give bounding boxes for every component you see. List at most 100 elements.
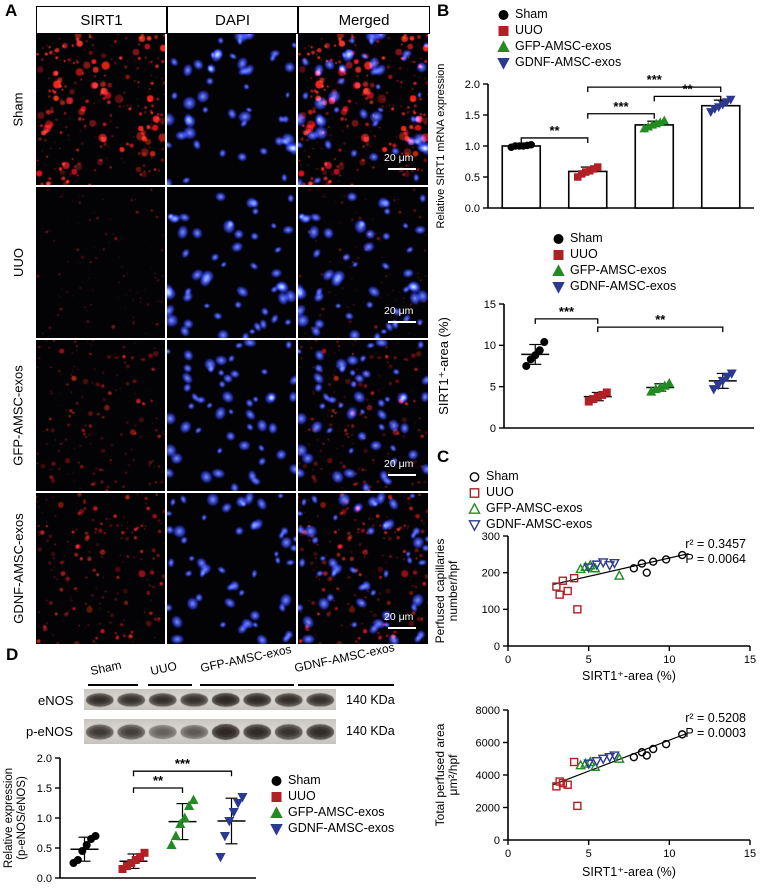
x-tick-label: 5: [586, 848, 592, 860]
row-label-text: GFP-AMSC-exos: [10, 365, 26, 466]
significance-label: **: [549, 123, 560, 138]
row-label-sham: Sham: [4, 34, 32, 185]
regression-line: [553, 553, 689, 585]
data-point-gdnf-amsc-exos: [604, 752, 616, 763]
bar-sham: [501, 145, 542, 209]
legend-panel-b-area: Sham UUO GFP-AMSC-exos GDNF-AMSC-exos: [552, 230, 676, 294]
data-point: [522, 362, 531, 370]
y-axis-label: number/hpf: [446, 560, 460, 621]
annotation: r² = 0.3457: [685, 537, 746, 551]
y-tick-label: 0.5: [465, 172, 480, 184]
western-blot-p-enos: [84, 719, 336, 744]
data-point-gfp-amsc-exos: [613, 569, 625, 580]
x-tick-label: 0: [505, 654, 511, 666]
square-icon: [469, 487, 480, 498]
square-icon: [553, 249, 564, 260]
triangle-down-legend-marker: [468, 519, 481, 532]
data-point-sham: [678, 550, 687, 560]
scale-bar: [388, 321, 416, 323]
lane-label-gdnf-amsc-exos: GDNF-AMSC-exos: [293, 640, 396, 675]
annotation: P = 0.0003: [685, 726, 746, 740]
lane-label-uuo: UUO: [149, 658, 179, 678]
x-tick-label: 15: [744, 654, 756, 666]
data-point-uuo: [555, 777, 564, 786]
significance-bracket: [597, 326, 724, 333]
data-point-gdnf-amsc-exos: [604, 561, 616, 572]
data-point-uuo: [558, 576, 568, 585]
micrograph-cell: [298, 187, 428, 338]
legend-item-uuo: UUO: [270, 788, 394, 804]
micrograph-sham-dapi: [167, 34, 296, 185]
x-tick-label: 10: [663, 654, 675, 666]
y-axis-label: μm²/hpf: [446, 754, 460, 796]
data-point: [237, 793, 248, 803]
data-point: [136, 853, 145, 861]
legend-item-gfp-amsc-exos: GFP-AMSC-exos: [552, 262, 676, 278]
micrograph-cell: [167, 493, 296, 644]
blot-size-enos: 140 KDa: [346, 693, 395, 707]
lane-underline-uuo: [148, 684, 192, 686]
data-point-uuo: [555, 590, 564, 599]
y-axis-label: Perfused capillaries: [433, 539, 447, 644]
panel-c-label: C: [437, 447, 450, 466]
data-point: [175, 818, 186, 828]
data-point: [594, 163, 602, 171]
legend-label: UUO: [570, 247, 598, 261]
significance-bracket: [587, 86, 722, 93]
data-point: [78, 847, 87, 855]
significance-bracket: [534, 318, 599, 324]
data-point: [91, 832, 100, 840]
y-tick-label: 1.5: [37, 783, 52, 795]
row-label-gdnf-amsc-exos: GDNF-AMSC-exos: [4, 493, 32, 644]
y-tick-label: 0.0: [465, 203, 480, 215]
data-point: [659, 115, 669, 125]
triangle-up-legend-marker: [468, 501, 481, 514]
legend-label: GDNF-AMSC-exos: [515, 55, 622, 69]
data-point: [215, 853, 226, 863]
data-point: [233, 799, 244, 809]
x-axis-label: SIRT1⁺-area (%): [582, 669, 676, 683]
lane-underline-gdnf-amsc-exos: [298, 684, 394, 686]
circle-icon: [271, 775, 282, 786]
data-point-gdnf-amsc-exos: [609, 558, 620, 569]
y-tick-label: 2000: [476, 802, 500, 814]
legend-label: UUO: [515, 23, 543, 37]
y-tick-label: 8000: [476, 705, 500, 717]
data-point: [708, 385, 719, 395]
data-point: [82, 841, 91, 849]
panel-d-label: D: [6, 645, 19, 664]
y-tick-label: 0: [494, 835, 500, 847]
data-point: [713, 381, 724, 391]
legend-label: Sham: [486, 469, 519, 483]
panel-a-label: A: [5, 1, 18, 20]
scale-bar: [388, 168, 416, 170]
significance-label: **: [682, 81, 693, 96]
y-axis-label: Relative expression: [3, 768, 15, 868]
data-point: [73, 856, 82, 864]
legend-label: UUO: [288, 789, 316, 803]
bar-chart-sirt1-mrna: 0.0 0.5 1.0 1.5 2.0 Relative SIRT1 mRNA expre…: [435, 64, 754, 228]
y-tick-label: 100: [482, 604, 500, 616]
legend-item-gdnf-amsc-exos: GDNF-AMSC-exos: [468, 516, 592, 532]
legend-item-sham: Sham: [270, 772, 394, 788]
legend-label: GDNF-AMSC-exos: [570, 279, 677, 293]
y-tick-label: 1.5: [465, 110, 480, 122]
micrograph-cell: [36, 187, 165, 338]
data-point-gdnf-amsc-exos: [609, 751, 620, 762]
triangle-up-icon: [552, 263, 565, 276]
legend-item-gfp-amsc-exos: GFP-AMSC-exos: [497, 38, 621, 54]
significance-bracket: [653, 95, 722, 102]
micrograph-uuo-dapi: [167, 187, 296, 338]
legend-item-uuo: UUO: [468, 484, 592, 500]
data-point: [726, 369, 737, 379]
data-point-gdnf-amsc-exos: [583, 563, 595, 574]
y-axis-label: Relative SIRT1 mRNA expression: [435, 64, 447, 229]
data-point-uuo: [573, 605, 582, 614]
data-point-sham: [637, 559, 647, 568]
square-legend-marker: [469, 487, 480, 498]
data-point-sham: [629, 564, 639, 573]
data-point-gdnf-amsc-exos: [583, 759, 595, 770]
scale-bar: [388, 474, 416, 476]
legend-label: GFP-AMSC-exos: [515, 39, 612, 53]
